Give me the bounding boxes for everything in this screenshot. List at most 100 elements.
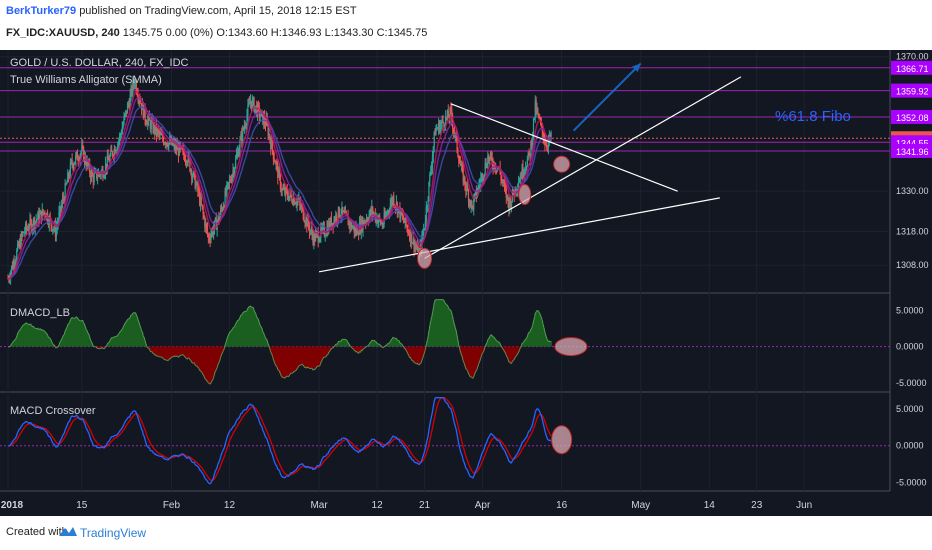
- price-level-label: 1344.55: [896, 138, 929, 148]
- footer-brand[interactable]: TradingView: [80, 526, 147, 540]
- candle-body: [96, 170, 98, 179]
- candle-body: [78, 160, 80, 162]
- candle-body: [146, 123, 148, 125]
- x-tick-label: 21: [419, 500, 431, 511]
- candle-body: [445, 116, 448, 118]
- candle-body: [140, 102, 142, 104]
- candle-body: [63, 198, 65, 201]
- candle-body: [90, 172, 93, 179]
- x-tick-label: 14: [704, 500, 716, 511]
- candle-body: [334, 218, 336, 222]
- candle-body: [331, 222, 333, 228]
- candle-body: [487, 156, 489, 167]
- candle-body: [520, 176, 522, 179]
- candle-body: [269, 134, 271, 141]
- candle-body: [301, 206, 303, 208]
- candle-body: [517, 182, 520, 189]
- candle-body: [336, 215, 338, 222]
- candle-body: [490, 153, 492, 158]
- candle-body: [526, 158, 528, 167]
- candle-body: [508, 201, 510, 211]
- candle-body: [27, 228, 29, 231]
- candle-body: [246, 114, 248, 125]
- candle-body: [36, 219, 38, 221]
- candle-body: [322, 226, 324, 230]
- candle-body: [348, 221, 350, 226]
- candle-body: [221, 208, 224, 210]
- candle-body: [33, 219, 35, 229]
- candle-body: [351, 227, 354, 229]
- x-tick-label: 16: [556, 500, 568, 511]
- candle-body: [232, 170, 234, 176]
- author-link[interactable]: BerkTurker79: [6, 5, 77, 17]
- candle-body: [105, 163, 108, 169]
- candle-body: [303, 219, 305, 222]
- candle-body: [423, 227, 426, 230]
- chart-area[interactable]: 1366.711359.921352.081345.751344.551341.…: [0, 50, 932, 516]
- candle-body: [248, 103, 250, 106]
- candle-body: [431, 156, 434, 168]
- candle-body: [368, 214, 370, 221]
- candle-body: [250, 100, 253, 108]
- candle-body: [218, 216, 220, 221]
- candle-body: [354, 227, 356, 233]
- candle-body: [238, 149, 240, 157]
- candle-body: [194, 173, 196, 189]
- candle-body: [227, 182, 229, 185]
- candle-body: [52, 229, 54, 231]
- candle-body: [441, 119, 443, 123]
- candle-body: [108, 159, 110, 162]
- candle-body: [280, 188, 282, 191]
- candle-body: [324, 235, 326, 237]
- candle-body: [291, 195, 293, 202]
- candle-body: [318, 241, 320, 243]
- candle-body: [182, 149, 184, 151]
- candle-body: [319, 238, 321, 242]
- candle-body: [428, 181, 430, 200]
- candle-body: [445, 116, 447, 127]
- candle-body: [507, 194, 509, 202]
- candle-body: [532, 118, 535, 135]
- candle-body: [516, 189, 518, 192]
- candle-body: [415, 245, 417, 248]
- candle-body: [355, 227, 357, 234]
- y-tick-label: 0.0000: [896, 441, 924, 451]
- candle-body: [305, 217, 307, 223]
- candle-body: [283, 188, 285, 190]
- candle-body: [17, 243, 20, 247]
- y-tick-label: 1318.00: [896, 227, 929, 237]
- chart-canvas[interactable]: 1366.711359.921352.081345.751344.551341.…: [0, 50, 932, 516]
- price-level-tag: [891, 143, 932, 158]
- candle-body: [330, 218, 332, 228]
- candle-body: [527, 151, 529, 159]
- candle-body: [161, 134, 163, 136]
- candle-body: [128, 103, 130, 107]
- candle-body: [162, 134, 164, 139]
- candle-body: [116, 149, 118, 151]
- forecast-arrow-line: [572, 62, 642, 132]
- candle-body: [467, 190, 470, 203]
- candle-body: [307, 218, 309, 227]
- candle-body: [352, 225, 354, 228]
- candle-body: [448, 117, 450, 119]
- candle-body: [272, 150, 274, 160]
- candle-body: [148, 115, 150, 120]
- candle-body: [344, 211, 347, 214]
- candle-body: [410, 231, 412, 244]
- x-tick-label: 12: [372, 500, 384, 511]
- candle-body: [237, 151, 239, 157]
- candle-body: [389, 205, 391, 212]
- candle-body: [145, 120, 147, 124]
- candle-body: [262, 111, 264, 125]
- candle-body: [30, 219, 32, 222]
- candle-body: [233, 170, 235, 174]
- x-tick-label: Jun: [796, 500, 812, 511]
- candle-body: [124, 114, 126, 117]
- candle-body: [54, 224, 57, 237]
- candle-body: [97, 176, 99, 179]
- candle-body: [502, 179, 504, 183]
- candle-body: [82, 147, 85, 161]
- candle-body: [93, 173, 95, 182]
- dmacd-panel-title: DMACD_LB: [10, 307, 70, 319]
- candle-body: [365, 221, 367, 223]
